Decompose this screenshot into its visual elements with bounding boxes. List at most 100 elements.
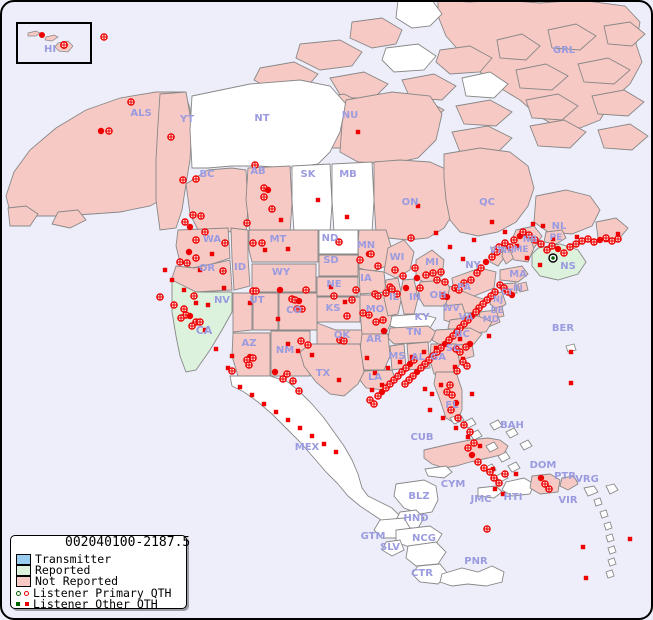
- marker-listener-primary-qth[interactable]: [370, 400, 378, 408]
- marker-listener-primary-qth[interactable]: [417, 364, 425, 372]
- marker-listener-other-qth[interactable]: [229, 353, 235, 359]
- marker-listener-other-qth[interactable]: [550, 236, 556, 242]
- marker-listener-primary-qth[interactable]: [356, 256, 364, 264]
- region-ptr[interactable]: [559, 475, 579, 491]
- marker-listener-other-qth[interactable]: [397, 359, 403, 365]
- marker-listener-primary-qth[interactable]: [249, 354, 257, 362]
- marker-listener-other-qth[interactable]: [453, 425, 459, 431]
- marker-listener-primary-qth[interactable]: [382, 289, 390, 297]
- marker-listener-other-qth[interactable]: [355, 129, 361, 135]
- region-tx[interactable]: [299, 343, 365, 397]
- marker-listener-primary-qth[interactable]: [177, 314, 185, 322]
- marker-listener-primary-qth[interactable]: [525, 231, 533, 239]
- marker-listener-primary-qth[interactable]: [340, 337, 348, 345]
- marker-listener-primary-qth[interactable]: [531, 236, 539, 244]
- marker-listener-primary-qth[interactable]: [393, 290, 401, 298]
- marker-listener-primary-qth[interactable]: [407, 234, 415, 242]
- marker-listener-primary-qth[interactable]: [483, 525, 491, 533]
- marker-listener-primary-qth[interactable]: [584, 235, 592, 243]
- marker-listener-primary-qth[interactable]: [460, 279, 468, 287]
- marker-listener-primary-qth[interactable]: [441, 278, 449, 286]
- marker-listener-primary-qth[interactable]: [374, 292, 382, 300]
- marker-layer-listener-other-qth[interactable]: [162, 129, 633, 581]
- region-sd[interactable]: [318, 254, 359, 277]
- marker-listener-primary-qth[interactable]: [548, 242, 556, 250]
- marker-listener-primary-qth[interactable]: [221, 239, 229, 247]
- marker-transmitter[interactable]: [548, 253, 558, 263]
- region-ri[interactable]: [517, 281, 529, 293]
- marker-listener-primary-qth[interactable]: [192, 236, 200, 244]
- marker-listener-other-qth[interactable]: [285, 417, 291, 423]
- marker-listener-primary-qth[interactable]: [388, 285, 396, 293]
- marker-listener-primary-qth[interactable]: [289, 377, 297, 385]
- marker-listener-primary-qth[interactable]: [506, 243, 514, 251]
- marker-listener-primary-qth[interactable]: [192, 254, 200, 262]
- marker-listener-primary-qth[interactable]: [297, 337, 305, 345]
- marker-listener-other-qth[interactable]: [415, 203, 421, 209]
- marker-listener-primary-qth[interactable]: [402, 364, 410, 372]
- marker-listener-other-qth[interactable]: [489, 219, 495, 225]
- marker-listener-primary-qth[interactable]: [348, 296, 356, 304]
- marker-listener-other-qth[interactable]: [275, 316, 281, 322]
- marker-listener-primary-qth[interactable]: [480, 464, 488, 472]
- marker-listener-primary-qth[interactable]: [455, 286, 463, 294]
- marker-listener-primary-qth[interactable]: [413, 274, 421, 282]
- marker-listener-primary-qth[interactable]: [466, 428, 474, 436]
- region-hti[interactable]: [501, 477, 535, 497]
- marker-listener-primary-qth[interactable]: [295, 387, 303, 395]
- marker-listener-primary-qth[interactable]: [560, 249, 568, 257]
- marker-listener-primary-qth[interactable]: [283, 370, 291, 378]
- marker-listener-other-qth[interactable]: [237, 384, 243, 390]
- marker-listener-other-qth[interactable]: [427, 407, 433, 413]
- marker-listener-primary-qth[interactable]: [343, 312, 351, 320]
- marker-listener-primary-qth[interactable]: [463, 362, 471, 370]
- marker-listener-other-qth[interactable]: [285, 246, 291, 252]
- marker-listener-primary-qth[interactable]: [447, 406, 455, 414]
- marker-listener-other-qth[interactable]: [261, 401, 267, 407]
- marker-listener-other-qth[interactable]: [278, 217, 284, 223]
- marker-listener-primary-qth[interactable]: [302, 286, 310, 294]
- marker-listener-other-qth[interactable]: [583, 575, 589, 581]
- marker-listener-other-qth[interactable]: [447, 244, 453, 250]
- marker-listener-other-qth[interactable]: [452, 364, 458, 370]
- marker-listener-other-qth[interactable]: [627, 536, 633, 542]
- marker-listener-primary-qth[interactable]: [298, 305, 306, 313]
- marker-listener-primary-qth[interactable]: [500, 284, 508, 292]
- marker-listener-primary-qth[interactable]: [448, 391, 456, 399]
- marker-listener-primary-qth[interactable]: [501, 470, 509, 478]
- marker-listener-primary-qth[interactable]: [196, 318, 204, 326]
- region-nv[interactable]: [232, 292, 253, 333]
- marker-listener-primary-qth[interactable]: [188, 322, 196, 330]
- marker-listener-other-qth[interactable]: [385, 365, 391, 371]
- marker-listener-other-qth[interactable]: [429, 391, 435, 397]
- marker-listener-primary-qth[interactable]: [243, 219, 251, 227]
- marker-listener-other-qth[interactable]: [213, 346, 219, 352]
- marker-listener-primary-qth[interactable]: [335, 238, 343, 246]
- marker-listener-other-qth[interactable]: [285, 341, 291, 347]
- marker-listener-primary-qth[interactable]: [245, 361, 253, 369]
- marker-listener-primary-qth[interactable]: [105, 127, 113, 135]
- marker-listener-primary-qth[interactable]: [537, 474, 545, 482]
- marker-listener-primary-qth[interactable]: [219, 267, 227, 275]
- marker-primary-qth[interactable]: [39, 32, 45, 38]
- marker-listener-other-qth[interactable]: [486, 333, 492, 339]
- marker-listener-other-qth[interactable]: [514, 243, 520, 249]
- region-ca[interactable]: [171, 279, 233, 373]
- marker-listener-primary-qth[interactable]: [276, 286, 284, 294]
- marker-listener-primary-qth[interactable]: [189, 211, 197, 219]
- marker-listener-other-qth[interactable]: [469, 391, 475, 397]
- region-qc[interactable]: [443, 147, 535, 237]
- marker-listener-other-qth[interactable]: [169, 277, 175, 283]
- marker-listener-primary-qth[interactable]: [197, 212, 205, 220]
- marker-listener-primary-qth[interactable]: [510, 236, 518, 244]
- marker-listener-other-qth[interactable]: [568, 349, 574, 355]
- marker-listener-primary-qth[interactable]: [541, 480, 549, 488]
- region-id[interactable]: [230, 227, 251, 291]
- marker-listener-primary-qth[interactable]: [192, 175, 200, 183]
- marker-listener-other-qth[interactable]: [465, 434, 471, 440]
- marker-listener-primary-qth[interactable]: [410, 356, 418, 364]
- marker-listener-primary-qth[interactable]: [186, 223, 194, 231]
- marker-listener-other-qth[interactable]: [440, 415, 446, 421]
- marker-listener-primary-qth[interactable]: [295, 297, 303, 305]
- marker-listener-primary-qth[interactable]: [374, 262, 382, 270]
